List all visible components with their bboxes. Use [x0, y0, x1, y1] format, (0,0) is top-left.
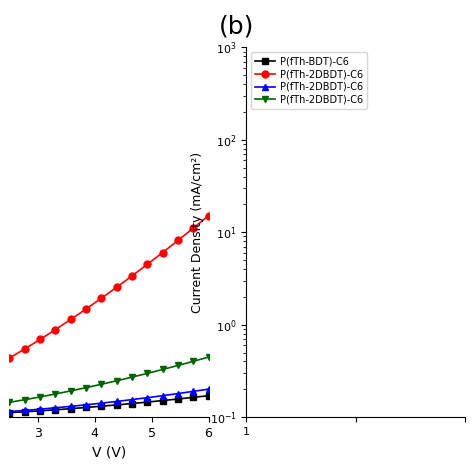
- Y-axis label: Current Density (mA/cm²): Current Density (mA/cm²): [191, 152, 204, 313]
- X-axis label: V (V): V (V): [92, 446, 126, 459]
- Legend: P(fTh-BDT)-C6, P(fTh-2DBDT)-C6, P(fTh-2DBDT)-C6, P(fTh-2DBDT)-C6: P(fTh-BDT)-C6, P(fTh-2DBDT)-C6, P(fTh-2D…: [251, 52, 366, 109]
- Text: (b): (b): [219, 14, 255, 38]
